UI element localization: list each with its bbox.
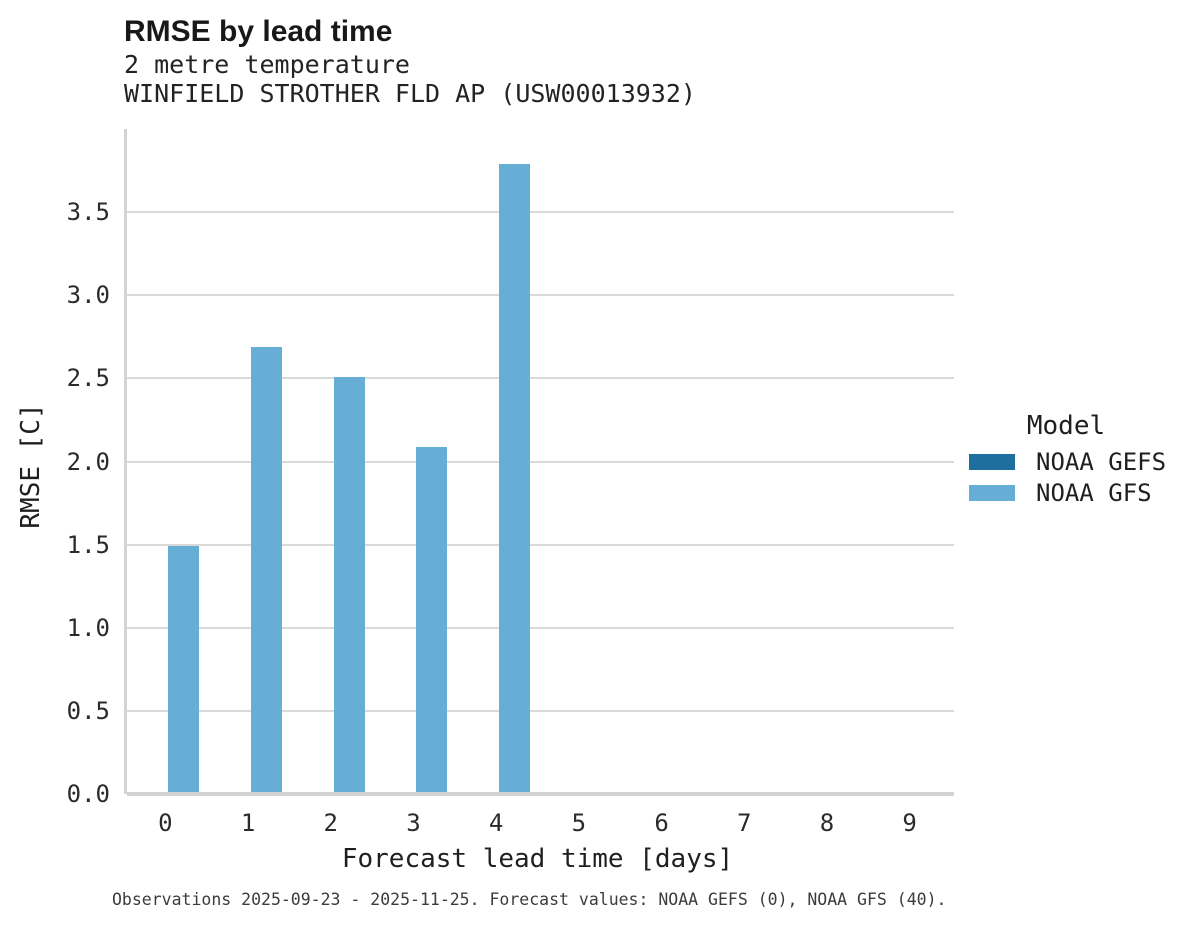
legend-swatch-gefs bbox=[969, 453, 1015, 470]
legend-swatch-gfs bbox=[969, 484, 1015, 501]
y-tick-label: 0.0 bbox=[66, 780, 110, 808]
legend: Model NOAA GEFS NOAA GFS bbox=[966, 411, 1181, 507]
y-tick-label: 2.0 bbox=[66, 447, 110, 476]
bar-noaa-gfs-day2 bbox=[333, 376, 365, 794]
legend-label-gefs: NOAA GEFS bbox=[1036, 447, 1167, 476]
chart-subtitle-station: WINFIELD STROTHER FLD AP (USW00013932) bbox=[124, 79, 696, 108]
y-tick-label: 2.5 bbox=[66, 364, 110, 393]
gridline bbox=[127, 460, 954, 463]
chart-caption: Observations 2025-09-23 - 2025-11-25. Fo… bbox=[112, 890, 947, 909]
y-tick-label: 3.0 bbox=[66, 281, 110, 310]
x-tick-label: 2 bbox=[323, 809, 338, 837]
x-tick-label: 8 bbox=[819, 809, 835, 837]
x-tick-label: 3 bbox=[406, 809, 421, 837]
x-tick-label: 6 bbox=[654, 809, 669, 837]
gridline bbox=[127, 626, 954, 629]
chart-header: RMSE by lead time 2 metre temperature WI… bbox=[124, 14, 696, 108]
x-tick-label: 1 bbox=[240, 809, 256, 837]
x-axis-line bbox=[127, 792, 954, 796]
y-tick-label: 1.5 bbox=[66, 530, 110, 559]
gridline bbox=[127, 377, 954, 380]
bar-noaa-gfs-day1 bbox=[251, 346, 283, 794]
x-tick-label: 4 bbox=[488, 809, 504, 837]
y-tick-label: 3.5 bbox=[66, 198, 110, 227]
bar-noaa-gfs-day3 bbox=[416, 446, 448, 794]
plot-area bbox=[124, 129, 954, 796]
gridline bbox=[127, 709, 954, 712]
gridline bbox=[127, 294, 954, 297]
y-tick-label: 1.0 bbox=[66, 613, 110, 642]
legend-item-gefs: NOAA GEFS bbox=[966, 447, 1181, 476]
bar-noaa-gfs-day0 bbox=[168, 546, 200, 794]
gridline bbox=[127, 211, 954, 214]
chart-subtitle-variable: 2 metre temperature bbox=[124, 50, 410, 79]
bar-noaa-gfs-day4 bbox=[499, 163, 531, 794]
x-tick-label: 9 bbox=[902, 809, 917, 837]
legend-title: Model bbox=[1026, 411, 1106, 441]
legend-label-gfs: NOAA GFS bbox=[1036, 478, 1152, 507]
y-tick-label: 0.5 bbox=[66, 696, 110, 725]
gridline bbox=[127, 543, 954, 546]
x-tick-label: 5 bbox=[571, 809, 587, 837]
chart-title: RMSE by lead time bbox=[124, 15, 393, 48]
x-tick-label: 0 bbox=[158, 809, 173, 837]
x-axis-title: Forecast lead time [days] bbox=[341, 844, 734, 874]
legend-item-gfs: NOAA GFS bbox=[966, 478, 1181, 507]
x-tick-label: 7 bbox=[737, 809, 752, 837]
